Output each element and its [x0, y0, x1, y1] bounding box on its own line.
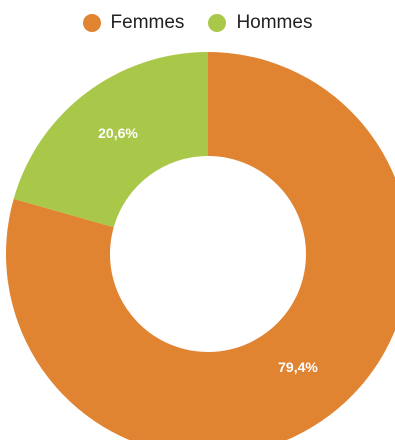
- legend-swatch-hommes: [208, 14, 227, 32]
- slice-hommes[interactable]: [13, 52, 208, 228]
- slice-label-hommes: 20,6%: [98, 125, 138, 141]
- legend-label-femmes: Femmes: [110, 12, 185, 33]
- slice-femmes[interactable]: [6, 52, 395, 440]
- chart-legend: Femmes Hommes: [0, 12, 395, 34]
- legend-swatch-femmes: [82, 14, 101, 32]
- slice-label-femmes: 79,4%: [278, 359, 318, 375]
- legend-label-hommes: Hommes: [236, 12, 313, 33]
- legend-item-femmes[interactable]: Femmes: [82, 12, 185, 34]
- legend-item-hommes[interactable]: Hommes: [208, 12, 312, 34]
